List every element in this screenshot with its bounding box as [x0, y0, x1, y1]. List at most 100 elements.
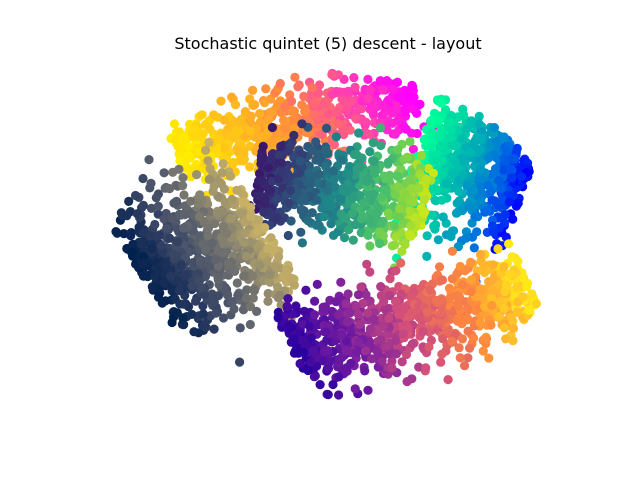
scatter-point: [274, 150, 284, 160]
scatter-point: [230, 266, 240, 276]
scatter-point: [506, 164, 516, 174]
scatter-point: [315, 380, 325, 390]
scatter-point: [438, 212, 448, 222]
scatter-point: [454, 186, 464, 196]
scatter-point: [390, 336, 400, 346]
scatter-point: [193, 198, 203, 208]
scatter-point: [361, 117, 371, 127]
scatter-point: [308, 145, 318, 155]
scatter-point: [284, 321, 294, 331]
scatter-point: [295, 359, 305, 369]
scatter-point: [466, 116, 476, 126]
scatter-point: [200, 244, 211, 254]
scatter-point: [203, 223, 213, 233]
scatter-point: [457, 280, 468, 290]
scatter-point: [286, 96, 297, 106]
scatter-point: [463, 326, 473, 336]
scatter-point: [447, 336, 457, 346]
scatter-point: [321, 146, 331, 156]
scatter-point: [322, 335, 332, 345]
scatter-point: [254, 168, 265, 179]
scatter-point: [245, 126, 255, 136]
scatter-point: [226, 213, 237, 224]
scatter-point: [289, 115, 299, 125]
scatter-point: [405, 136, 415, 147]
scatter-point: [374, 227, 385, 237]
scatter-point: [463, 303, 473, 313]
scatter-point: [248, 293, 258, 303]
scatter-point: [173, 237, 183, 247]
scatter-point: [398, 329, 408, 339]
scatter-point: [321, 161, 331, 172]
scatter-point: [169, 119, 180, 129]
scatter-point: [375, 238, 385, 249]
scatter-point: [314, 88, 324, 98]
scatter-point: [150, 219, 160, 230]
scatter-point: [348, 235, 358, 245]
scatter-point: [367, 354, 377, 364]
scatter-point: [275, 78, 285, 89]
scatter-point: [432, 185, 442, 195]
scatter-point: [175, 156, 185, 166]
scatter-point: [365, 241, 375, 251]
scatter-point: [463, 353, 473, 363]
scatter-point: [363, 94, 373, 104]
scatter-point: [474, 119, 484, 129]
scatter-point: [396, 164, 406, 174]
scatter-point: [369, 314, 379, 324]
scatter-point: [240, 228, 250, 238]
scatter-point: [396, 258, 406, 268]
scatter-point: [400, 111, 411, 121]
scatter-point: [354, 337, 364, 347]
scatter-point: [353, 309, 363, 319]
scatter-point: [494, 176, 504, 186]
scatter-point: [310, 296, 320, 306]
scatter-point: [426, 142, 437, 152]
scatter-point: [280, 124, 290, 134]
scatter-point: [179, 209, 189, 219]
scatter-point: [527, 289, 537, 299]
scatter-point: [377, 192, 387, 202]
scatter-point: [365, 267, 375, 277]
scatter-point: [458, 110, 468, 120]
scatter-point: [324, 109, 334, 119]
scatter-point: [299, 306, 309, 316]
scatter-point: [296, 204, 306, 214]
scatter-point: [321, 327, 331, 337]
scatter-point: [232, 185, 242, 195]
scatter-point: [330, 182, 340, 192]
scatter-point: [294, 168, 304, 178]
scatter-point: [138, 258, 148, 268]
scatter-point: [436, 307, 446, 318]
scatter-point: [179, 190, 189, 200]
scatter-point: [271, 262, 281, 272]
scatter-point: [111, 227, 121, 237]
scatter-point: [494, 311, 504, 322]
scatter-point: [406, 221, 416, 231]
scatter-point: [504, 239, 514, 249]
scatter-point: [390, 189, 400, 199]
scatter-point: [156, 240, 166, 251]
scatter-point: [191, 296, 201, 306]
scatter-point: [119, 229, 129, 239]
scatter-point: [192, 170, 202, 180]
scatter-point: [166, 271, 176, 281]
scatter-point: [508, 323, 519, 333]
scatter-point: [336, 194, 346, 204]
scatter-point: [211, 308, 221, 318]
scatter-point: [245, 302, 256, 312]
scatter-point: [437, 195, 447, 205]
scatter-point: [383, 157, 393, 167]
scatter-point: [138, 200, 148, 210]
scatter-point: [170, 134, 181, 145]
scatter-point: [376, 282, 386, 292]
scatter-point: [481, 334, 491, 344]
scatter-point: [258, 141, 268, 151]
scatter-point: [307, 208, 317, 218]
scatter-point: [382, 76, 392, 86]
scatter-point: [219, 143, 230, 153]
scatter-point: [385, 290, 395, 301]
scatter-point: [422, 251, 432, 261]
scatter-point: [507, 173, 517, 183]
